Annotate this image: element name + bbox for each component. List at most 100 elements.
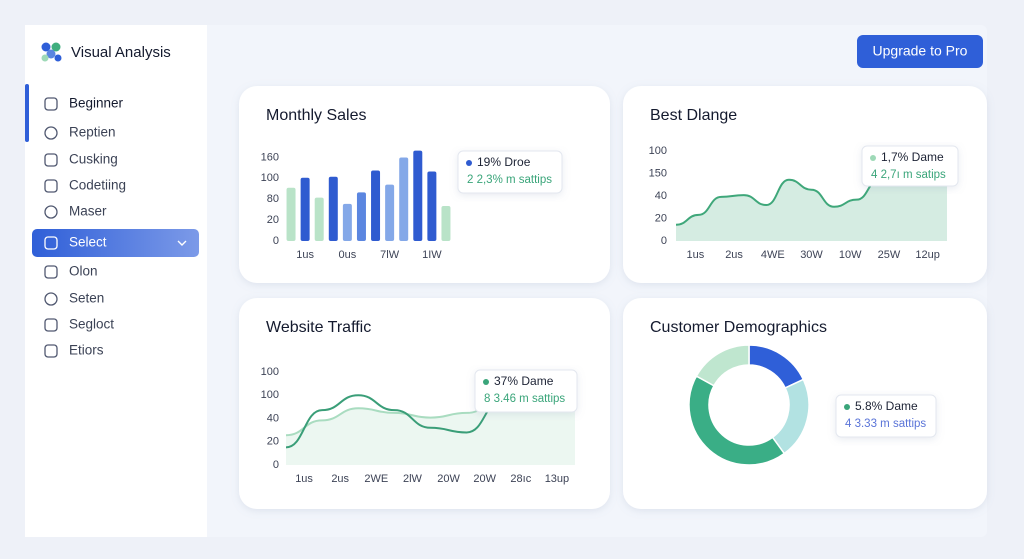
y-tick-label: 20	[267, 214, 279, 226]
nav-item[interactable]: Codetiing	[69, 178, 126, 193]
x-tick-label: 1us	[295, 473, 313, 485]
x-tick-label: 1us	[686, 249, 704, 261]
y-tick-label: 40	[655, 190, 667, 202]
y-tick-label: 100	[261, 172, 279, 184]
x-tick-label: 10W	[839, 249, 862, 261]
app-title: Visual Analysis	[71, 44, 171, 61]
y-tick-label: 0	[661, 235, 667, 247]
nav-icon	[44, 344, 58, 358]
chevron	[177, 240, 187, 246]
x-tick-label: 20W	[473, 473, 496, 485]
nav-icon	[44, 153, 58, 167]
card	[239, 298, 610, 509]
donut-slice	[695, 344, 750, 387]
nav-icon	[44, 126, 58, 140]
x-tick-label: 2us	[725, 249, 743, 261]
nav-item[interactable]: Maser	[69, 204, 107, 219]
tooltip	[861, 145, 959, 187]
upgrade-label[interactable]: Upgrade to Pro	[873, 43, 968, 59]
nav-icon	[44, 292, 58, 306]
y-tick-label: 0	[273, 235, 279, 247]
bar	[286, 187, 296, 241]
panel-title: Monthly Sales	[266, 107, 367, 124]
y-tick-label: 40	[267, 412, 279, 424]
bar	[441, 206, 451, 241]
tooltip-line1: 19% Droe	[477, 155, 531, 169]
x-tick-label: 2us	[331, 473, 349, 485]
bar	[427, 171, 437, 241]
y-tick-label: 100	[649, 145, 667, 157]
x-tick-label: 28ıc	[510, 473, 531, 485]
panel: Monthly Sales 0 20 80 100 160 1us 0us 7lW 1IW 19% …	[239, 86, 610, 283]
nav-icon	[44, 97, 58, 111]
panels: Monthly Sales 0 20 80 100 160 1us 0us 7lW 1IW 19% …	[239, 86, 987, 509]
tooltip-line2: 8 3.46 m sattips	[484, 393, 565, 405]
bar	[328, 176, 338, 241]
upgrade-button[interactable]	[857, 35, 983, 68]
x-tick-label: 12up	[915, 249, 939, 261]
y-tick-label: 100	[261, 389, 279, 401]
nav-item[interactable]: Select	[69, 235, 107, 250]
panel-title: Customer Demographics	[650, 319, 827, 336]
tooltip-dot	[870, 155, 876, 161]
nav-item[interactable]: Beginner	[69, 96, 124, 111]
nav-item[interactable]: Etiors	[69, 343, 104, 358]
y-tick-label: 150	[649, 167, 667, 179]
y-tick-label: 20	[655, 212, 667, 224]
nav-item[interactable]: Cusking	[69, 152, 118, 167]
y-tick-label: 20	[267, 436, 279, 448]
nav-item[interactable]: Seten	[69, 291, 104, 306]
bar	[314, 197, 324, 241]
nav-icon	[44, 318, 58, 332]
x-tick-label: 0us	[339, 249, 357, 261]
bar	[385, 184, 395, 241]
y-tick-label: 160	[261, 151, 279, 163]
nav-item[interactable]: Olon	[69, 264, 98, 279]
x-tick-label: 13up	[545, 473, 569, 485]
x-tick-label: 20W	[437, 473, 460, 485]
x-tick-label: 30W	[800, 249, 823, 261]
x-tick-label: 7lW	[380, 249, 400, 261]
x-tick-label: 1us	[296, 249, 314, 261]
x-tick-label: 2lW	[403, 473, 423, 485]
y-tick-label: 100	[261, 366, 279, 378]
x-tick-label: 2WE	[364, 473, 388, 485]
area	[676, 171, 947, 241]
logo	[41, 42, 62, 62]
nav-active-bg[interactable]	[32, 229, 199, 257]
tooltip	[457, 150, 563, 194]
tooltip-dot	[466, 160, 472, 166]
tooltip	[474, 369, 578, 413]
tooltip-dot	[483, 379, 489, 385]
panel: Best Dlange 0 20 40 150 100 1us 2us 4WE 30W 10W 25W…	[623, 86, 987, 283]
nav-icon	[44, 236, 58, 250]
panel-title: Best Dlange	[650, 107, 737, 124]
tooltip-line2: 2 2,3% m sattips	[467, 174, 552, 186]
tooltip-line1: 5.8% Dame	[855, 399, 918, 413]
bar	[342, 203, 352, 241]
nav-item[interactable]: Reptien	[69, 125, 116, 140]
tooltip	[835, 394, 937, 438]
y-tick-label: 0	[273, 459, 279, 471]
nav-icon	[44, 265, 58, 279]
donut-slice	[688, 375, 786, 466]
tooltip-line2: 4 3.33 m sattips	[845, 418, 926, 430]
area	[286, 398, 575, 465]
x-tick-label: 4WE	[761, 249, 785, 261]
tooltip-line1: 1,7% Dame	[881, 150, 944, 164]
panel: Website Traffic 0 20 40 100 100 1us 2us 2WE 2lW 20…	[239, 298, 610, 509]
nav-icon	[44, 205, 58, 219]
bar	[399, 157, 409, 241]
x-tick-label: 1IW	[422, 249, 442, 261]
bar	[371, 170, 381, 241]
panel-title: Website Traffic	[266, 319, 371, 336]
bar	[356, 192, 366, 241]
card	[623, 86, 987, 283]
sidebar-accent	[25, 84, 29, 142]
nav-icon	[44, 179, 58, 193]
nav-item[interactable]: Segloct	[69, 317, 114, 332]
tooltip-dot	[844, 404, 850, 410]
bar	[300, 177, 310, 241]
